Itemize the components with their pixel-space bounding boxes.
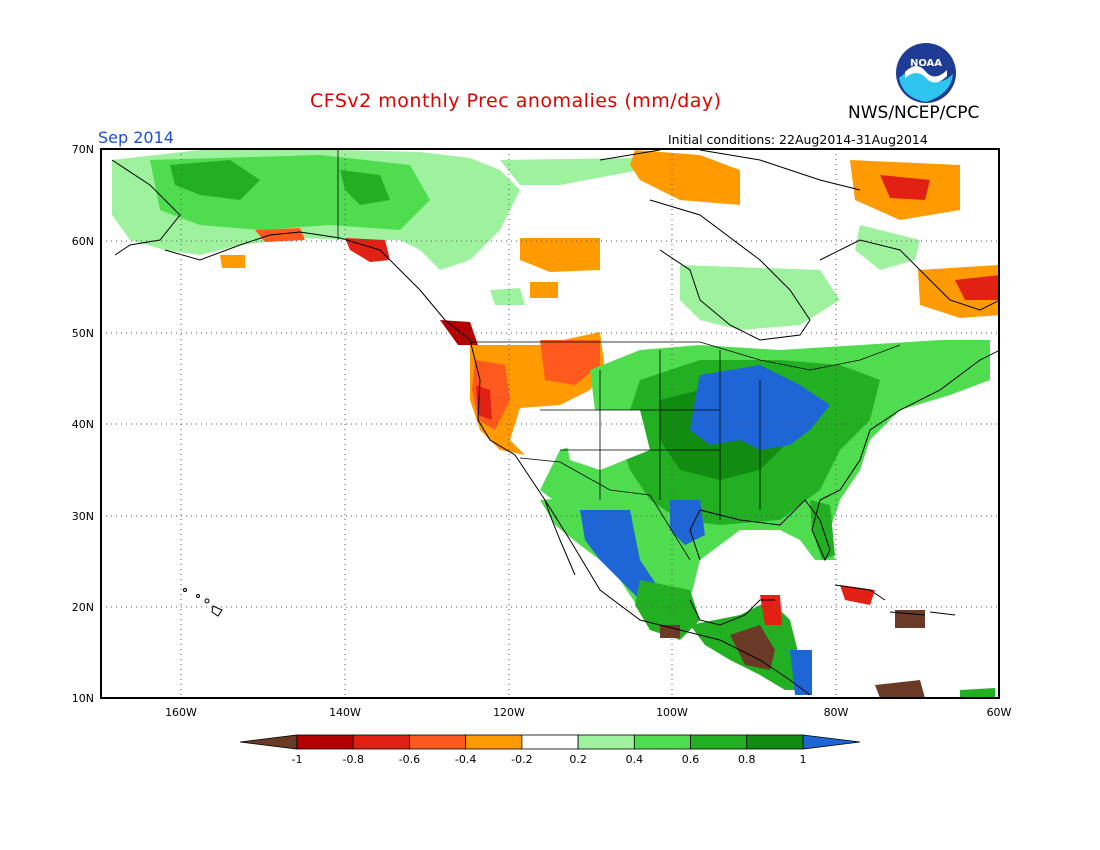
hawaii-islands xyxy=(183,588,223,617)
colorbar-cell xyxy=(577,734,635,750)
lat-label: 70N xyxy=(72,143,94,156)
colorbar-label: -0.2 xyxy=(511,753,532,766)
lon-label: 100W xyxy=(656,706,688,719)
colorbar-label: 0.2 xyxy=(569,753,587,766)
map-title: CFSv2 monthly Prec anomalies (mm/day) xyxy=(310,90,722,112)
colorbar-label: -0.4 xyxy=(455,753,476,766)
canada-dry-region xyxy=(520,150,999,318)
mexico-wet-region xyxy=(540,495,705,640)
lat-label: 50N xyxy=(72,327,94,340)
colorbar-right-arrow xyxy=(802,734,861,750)
alaska-wet-region xyxy=(112,150,520,270)
lat-label: 30N xyxy=(72,510,94,523)
longitude-labels: 160W 140W 120W 100W 80W 60W xyxy=(165,706,1011,719)
colorbar-label: 0.4 xyxy=(626,753,644,766)
colorbar-left-arrow xyxy=(239,734,298,750)
western-us-dry-region xyxy=(220,228,605,455)
valid-month: Sep 2014 xyxy=(98,128,174,147)
northern-canada-wet-region xyxy=(490,158,920,330)
colorbar-cell xyxy=(746,734,804,750)
agency-label: NWS/NCEP/CPC xyxy=(848,103,980,123)
lat-label: 20N xyxy=(72,601,94,614)
lon-label: 60W xyxy=(987,706,1012,719)
lon-label: 160W xyxy=(165,706,197,719)
colorbar-cell xyxy=(296,734,354,750)
colorbar-label: 1 xyxy=(800,753,807,766)
colorbar-cell xyxy=(521,734,579,750)
colorbar-cell xyxy=(633,734,691,750)
colorbar-label: -0.6 xyxy=(399,753,420,766)
noaa-logo: NOAA xyxy=(896,43,956,103)
colorbar: -1 -0.8 -0.6 -0.4 -0.2 0.2 0.4 0.6 0.8 1 xyxy=(239,734,861,766)
lon-label: 80W xyxy=(824,706,849,719)
initial-conditions: Initial conditions: 22Aug2014-31Aug2014 xyxy=(668,132,928,147)
logo-text: NOAA xyxy=(910,58,942,69)
lon-label: 120W xyxy=(493,706,525,719)
colorbar-cell xyxy=(690,734,748,750)
colorbar-label: 0.8 xyxy=(738,753,756,766)
map-frame xyxy=(100,148,1000,699)
colorbar-cell xyxy=(409,734,467,750)
colorbar-label: 0.6 xyxy=(682,753,700,766)
colorbar-label: -1 xyxy=(292,753,303,766)
lat-label: 10N xyxy=(72,692,94,705)
colorbar-label: -0.8 xyxy=(342,753,363,766)
central-america-region xyxy=(660,585,995,698)
colorbar-cell xyxy=(352,734,410,750)
lat-label: 40N xyxy=(72,418,94,431)
colorbar-cell xyxy=(465,734,523,750)
lon-label: 140W xyxy=(329,706,361,719)
borders xyxy=(337,150,901,561)
latitude-labels: 70N 60N 50N 40N 30N 20N 10N xyxy=(72,143,94,705)
coastlines xyxy=(111,149,999,696)
lat-label: 60N xyxy=(72,235,94,248)
